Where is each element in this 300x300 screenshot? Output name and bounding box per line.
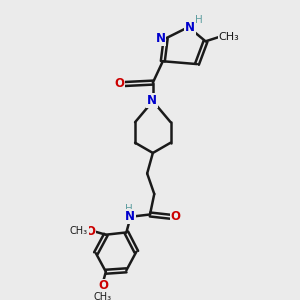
Text: CH₃: CH₃ (70, 226, 88, 236)
Text: O: O (171, 210, 181, 223)
Text: O: O (85, 225, 95, 238)
Text: N: N (125, 210, 135, 223)
Text: N: N (147, 94, 157, 107)
Text: CH₃: CH₃ (219, 32, 240, 42)
Text: N: N (185, 21, 195, 34)
Text: O: O (114, 77, 124, 90)
Text: O: O (98, 280, 108, 292)
Text: H: H (125, 204, 133, 214)
Text: H: H (195, 15, 203, 25)
Text: CH₃: CH₃ (94, 292, 112, 300)
Text: N: N (155, 32, 166, 45)
